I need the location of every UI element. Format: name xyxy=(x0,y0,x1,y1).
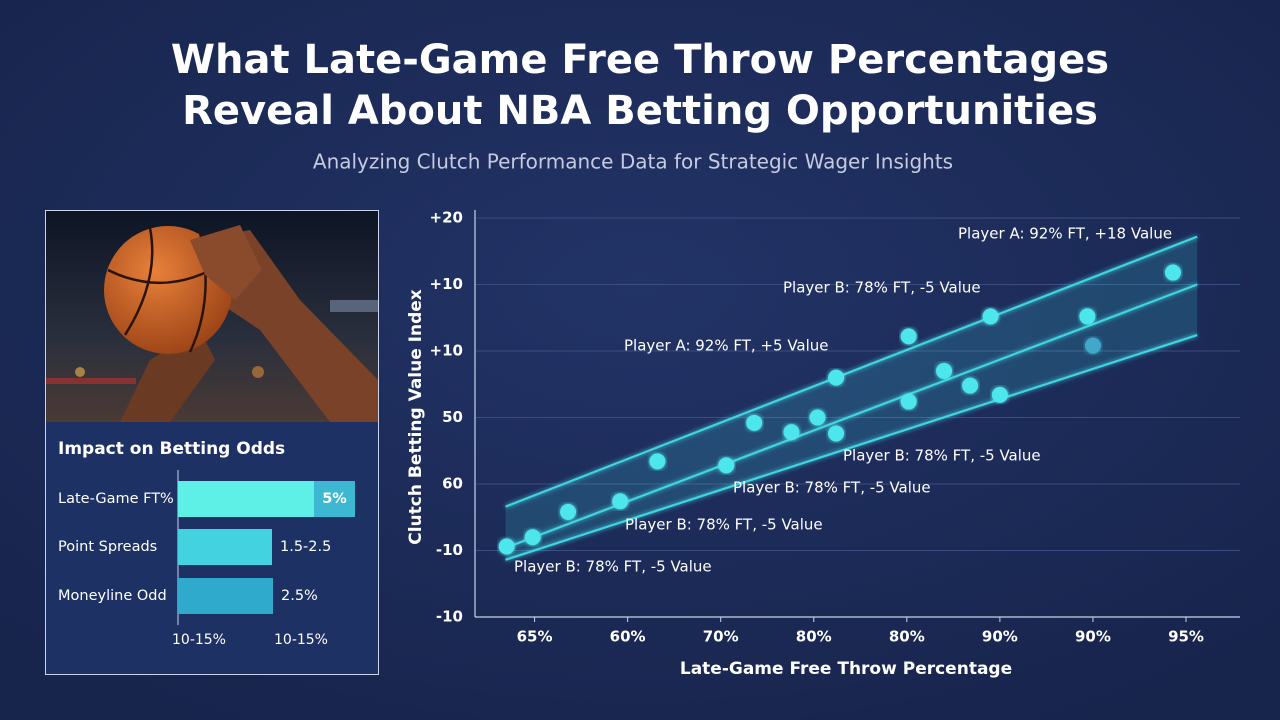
panel-title: Impact on Betting Odds xyxy=(58,439,285,459)
point xyxy=(1164,264,1181,281)
annotation: Player B: 78% FT, -5 Value xyxy=(733,479,931,497)
photo-light xyxy=(75,367,85,377)
bar xyxy=(178,481,314,517)
point xyxy=(649,453,666,470)
x-tick-label: 70% xyxy=(703,628,739,646)
bar-label: Late-Game FT% xyxy=(58,491,174,507)
point xyxy=(560,503,577,520)
y-tick-label: +10 xyxy=(430,275,463,293)
annotation: Player A: 92% FT, +5 Value xyxy=(624,337,829,355)
x-tick-label: 90% xyxy=(982,628,1018,646)
side-panel: Impact on Betting Odds xyxy=(45,210,379,675)
y-tick-label: +20 xyxy=(430,209,463,227)
point xyxy=(936,362,953,379)
subtitle: Analyzing Clutch Performance Data for St… xyxy=(313,150,953,174)
confidence-band xyxy=(505,236,1198,560)
x-tick-label: 80% xyxy=(889,628,925,646)
point xyxy=(962,377,979,394)
point xyxy=(718,457,735,474)
point xyxy=(900,328,917,345)
point xyxy=(1079,308,1096,325)
bar xyxy=(178,578,273,614)
panel-axis-label: 10-15% xyxy=(274,632,328,648)
point xyxy=(828,369,845,386)
bar xyxy=(178,529,272,565)
bar-value-label: 1.5-2.5 xyxy=(280,539,331,555)
annotation: Player B: 78% FT, -5 Value xyxy=(625,516,823,534)
y-tick-label: 60 xyxy=(442,475,463,493)
y-tick-label: -10 xyxy=(436,608,463,626)
point xyxy=(746,414,763,431)
trend-line xyxy=(505,333,1198,561)
photo-light xyxy=(252,366,264,378)
title-line: What Late-Game Free Throw Percentages xyxy=(171,37,1109,83)
x-axis-label: Late-Game Free Throw Percentage xyxy=(680,659,1012,679)
y-tick-label: 50 xyxy=(442,408,463,426)
annotation: Player B: 78% FT, -5 Value xyxy=(843,447,1041,465)
point xyxy=(524,529,541,546)
bar-value-label: 5% xyxy=(322,491,347,507)
x-tick-label: 80% xyxy=(796,628,832,646)
point xyxy=(809,409,826,426)
point xyxy=(982,308,999,325)
point xyxy=(1084,337,1101,354)
photo-hand xyxy=(190,225,262,300)
x-tick-label: 95% xyxy=(1168,628,1204,646)
annotation: Player B: 78% FT, -5 Value xyxy=(783,279,981,297)
bar-value-label: 2.5% xyxy=(281,588,318,604)
panel-axis-label: 10-15% xyxy=(172,632,226,648)
photo-banner xyxy=(46,378,136,384)
point xyxy=(828,425,845,442)
point xyxy=(612,493,629,510)
x-tick-label: 90% xyxy=(1075,628,1111,646)
photo-light xyxy=(330,300,378,312)
title-line: Reveal About NBA Betting Opportunities xyxy=(182,88,1098,134)
x-tick-label: 60% xyxy=(610,628,646,646)
photo-arm xyxy=(120,330,215,422)
bar-label: Moneyline Odd xyxy=(58,588,167,604)
bar-tip xyxy=(314,481,355,517)
point xyxy=(783,424,800,441)
point xyxy=(900,393,917,410)
annotation: Player B: 78% FT, -5 Value xyxy=(514,558,712,576)
trend-line xyxy=(505,235,1198,508)
x-tick-label: 65% xyxy=(517,628,553,646)
point xyxy=(498,538,515,555)
y-tick-label: -10 xyxy=(436,541,463,559)
y-axis-label: Clutch Betting Value Index xyxy=(406,289,426,545)
bar-label: Point Spreads xyxy=(58,539,157,555)
y-tick-label: +10 xyxy=(430,342,463,360)
annotation: Player A: 92% FT, +18 Value xyxy=(958,225,1172,243)
point xyxy=(991,386,1008,403)
